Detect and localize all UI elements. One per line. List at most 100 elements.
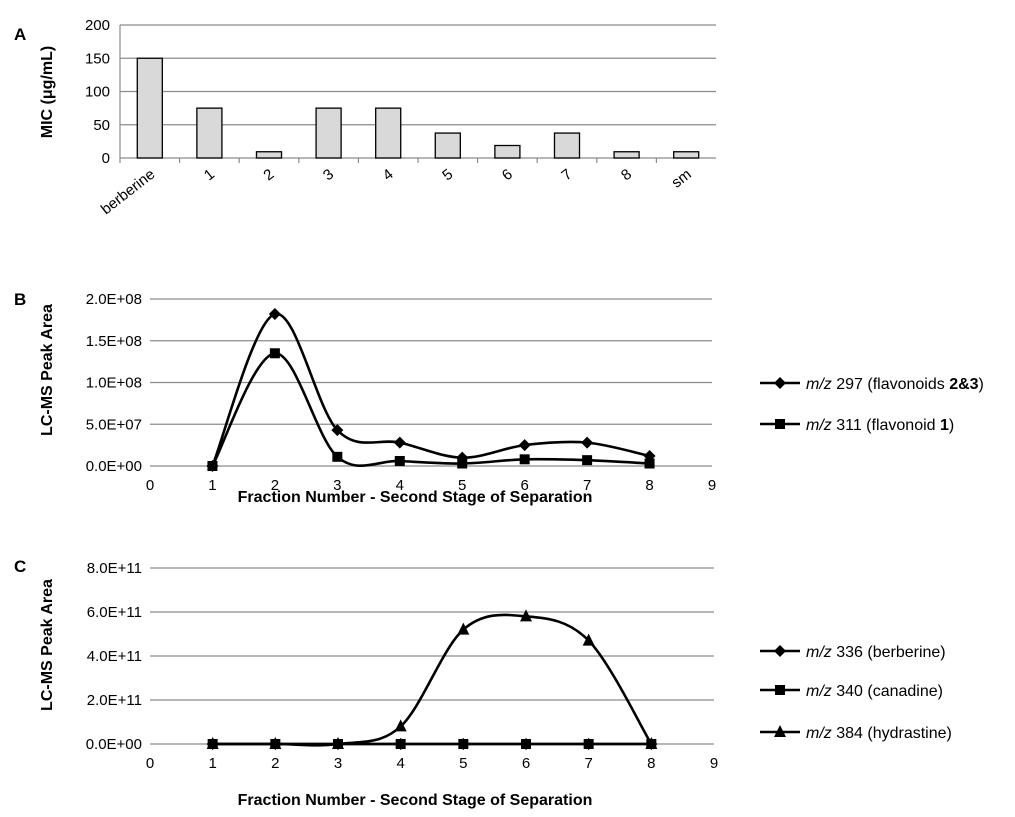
panel-a-bar: [613, 151, 640, 159]
panel-a-x-tick-label: 4: [380, 166, 397, 185]
panel-a-x-tick-label: 5: [439, 166, 456, 185]
panel-b-legend-marker: [774, 377, 786, 389]
panel-b-data-point: [393, 436, 406, 449]
panel-b-data-point: [519, 454, 530, 465]
panel-c-legend-marker: [775, 685, 785, 695]
panel-a-bar: [136, 57, 163, 159]
panel-a-bar: [375, 107, 402, 159]
panel-c-data-point: [395, 739, 406, 749]
panel-a-x-tick-label: 7: [558, 166, 575, 185]
panel-a-bar: [673, 151, 700, 159]
panel-a-bar-chart: A MIC (μg/mL) 0 50 100 150 200 berberine 1 2 3 4 5…: [14, 17, 716, 218]
panel-c-data-point: [645, 737, 658, 749]
panel-a-x-tick-label: 6: [499, 166, 516, 185]
panel-b-legend-marker: [775, 419, 785, 429]
panel-a-y-tick-label: 200: [85, 17, 110, 34]
panel-c-data-point: [458, 739, 469, 749]
panel-a-y-tick-label: 100: [85, 84, 110, 101]
panel-c-x-tick-label: 0: [146, 755, 154, 772]
panel-b-line-chart: B LC-MS Peak Area Fraction Number - Seco…: [14, 290, 984, 506]
panel-c-legend-label: m/z 384 (hydrastine): [806, 725, 952, 742]
panel-b-x-tick-label: 2: [271, 477, 279, 494]
panel-b-legend-label: m/z 297 (flavonoids 2&3): [806, 376, 984, 393]
panel-c-legend-marker: [774, 645, 786, 657]
panel-b-x-tick-label: 3: [333, 477, 341, 494]
panel-c-data-point: [520, 609, 532, 622]
panel-b-data-point: [394, 455, 405, 466]
panel-b-x-tick-label: 7: [583, 477, 591, 494]
panel-b-y-axis-title: LC-MS Peak Area: [39, 304, 56, 436]
panel-c-y-tick-label: 6.0E+11: [87, 604, 142, 621]
panel-c-data-point: [457, 622, 470, 635]
panel-a-bar: [494, 144, 521, 159]
panel-c-x-tick-label: 4: [396, 755, 404, 772]
panel-c-y-tick-label: 2.0E+11: [87, 692, 142, 709]
panel-a-y-tick-label: 50: [93, 117, 110, 134]
panel-c-x-tick-label: 6: [522, 755, 530, 772]
panel-b-x-tick-label: 5: [458, 477, 466, 494]
panel-a-bar: [196, 107, 223, 159]
panel-c-x-tick-label: 8: [647, 755, 655, 772]
panel-a-x-tick-label: 8: [618, 166, 635, 185]
panel-b-y-tick-label: 1.0E+08: [86, 375, 142, 392]
panel-c-y-tick-label: 0.0E+00: [86, 736, 142, 753]
panel-b-data-point: [269, 348, 280, 359]
panel-a-letter: A: [14, 25, 26, 44]
panel-c-data-point: [394, 719, 407, 732]
panel-b-y-tick-label: 1.5E+08: [86, 333, 142, 350]
panel-b-series-line: [211, 351, 650, 467]
panel-b-x-tick-label: 8: [645, 477, 653, 494]
panel-b-data-point: [457, 458, 468, 469]
panel-c-data-point: [269, 737, 282, 749]
panel-a-x-tick-label: 1: [201, 166, 218, 185]
panel-c-legend-marker: [774, 725, 786, 737]
panel-a-y-tick-label: 150: [85, 50, 110, 67]
panel-b-x-tick-label: 1: [208, 477, 216, 494]
panel-c-data-point: [583, 739, 594, 749]
panel-c-letter: C: [14, 557, 26, 576]
panel-a-x-tick-label: sm: [668, 166, 694, 192]
panel-a-y-axis-title: MIC (μg/mL): [39, 46, 56, 138]
panel-b-data-point: [581, 436, 594, 449]
panel-b-y-tick-label: 0.0E+00: [86, 458, 142, 475]
panel-c-x-tick-label: 1: [208, 755, 216, 772]
panel-b-data-point: [518, 439, 531, 452]
panel-b-data-point: [268, 308, 281, 321]
panel-a-y-tick-label: 0: [102, 150, 110, 167]
panel-c-data-point: [206, 737, 219, 749]
panel-c-y-tick-label: 4.0E+11: [87, 648, 142, 665]
panel-c-y-axis-title: LC-MS Peak Area: [39, 579, 56, 711]
panel-c-x-axis-title: Fraction Number - Second Stage of Separa…: [238, 792, 593, 809]
panel-a-x-tick-label: 2: [260, 166, 277, 185]
panel-b-data-point: [332, 451, 343, 462]
panel-b-legend-label: m/z 311 (flavonoid 1): [806, 417, 954, 434]
panel-a-bar: [553, 132, 581, 159]
panel-c-y-tick-label: 8.0E+11: [87, 560, 142, 577]
panel-c-data-point: [521, 739, 531, 749]
panel-b-x-tick-label: 6: [520, 477, 528, 494]
panel-a-x-tick-label: 3: [320, 166, 337, 185]
panel-b-x-axis-title: Fraction Number - Second Stage of Separa…: [238, 489, 593, 506]
panel-c-x-tick-label: 2: [271, 755, 279, 772]
panel-c-legend-label: m/z 336 (berberine): [806, 644, 946, 661]
panel-c-data-point: [582, 633, 595, 646]
panel-c-x-tick-label: 7: [584, 755, 592, 772]
panel-a-x-tick-label: berberine: [98, 166, 158, 218]
panel-b-data-point: [582, 455, 593, 466]
panel-b-data-point: [644, 458, 655, 469]
panel-c-line-chart: C LC-MS Peak Area Fraction Number - Seco…: [14, 557, 952, 809]
panel-b-x-tick-label: 4: [396, 477, 404, 494]
panel-a-bar: [434, 132, 461, 159]
panel-b-letter: B: [14, 290, 26, 309]
panel-b-x-tick-label: 9: [708, 477, 716, 494]
panel-b-x-tick-label: 0: [146, 477, 154, 494]
panel-b-y-tick-label: 5.0E+07: [86, 416, 142, 433]
panel-a-bar: [315, 107, 342, 159]
panel-c-x-tick-label: 5: [459, 755, 467, 772]
panel-c-series-line: [212, 613, 653, 747]
panel-b-y-tick-label: 2.0E+08: [86, 291, 142, 308]
panel-a-bar: [255, 151, 283, 159]
panel-c-legend-label: m/z 340 (canadine): [806, 683, 943, 700]
panel-b-data-point: [207, 461, 218, 471]
